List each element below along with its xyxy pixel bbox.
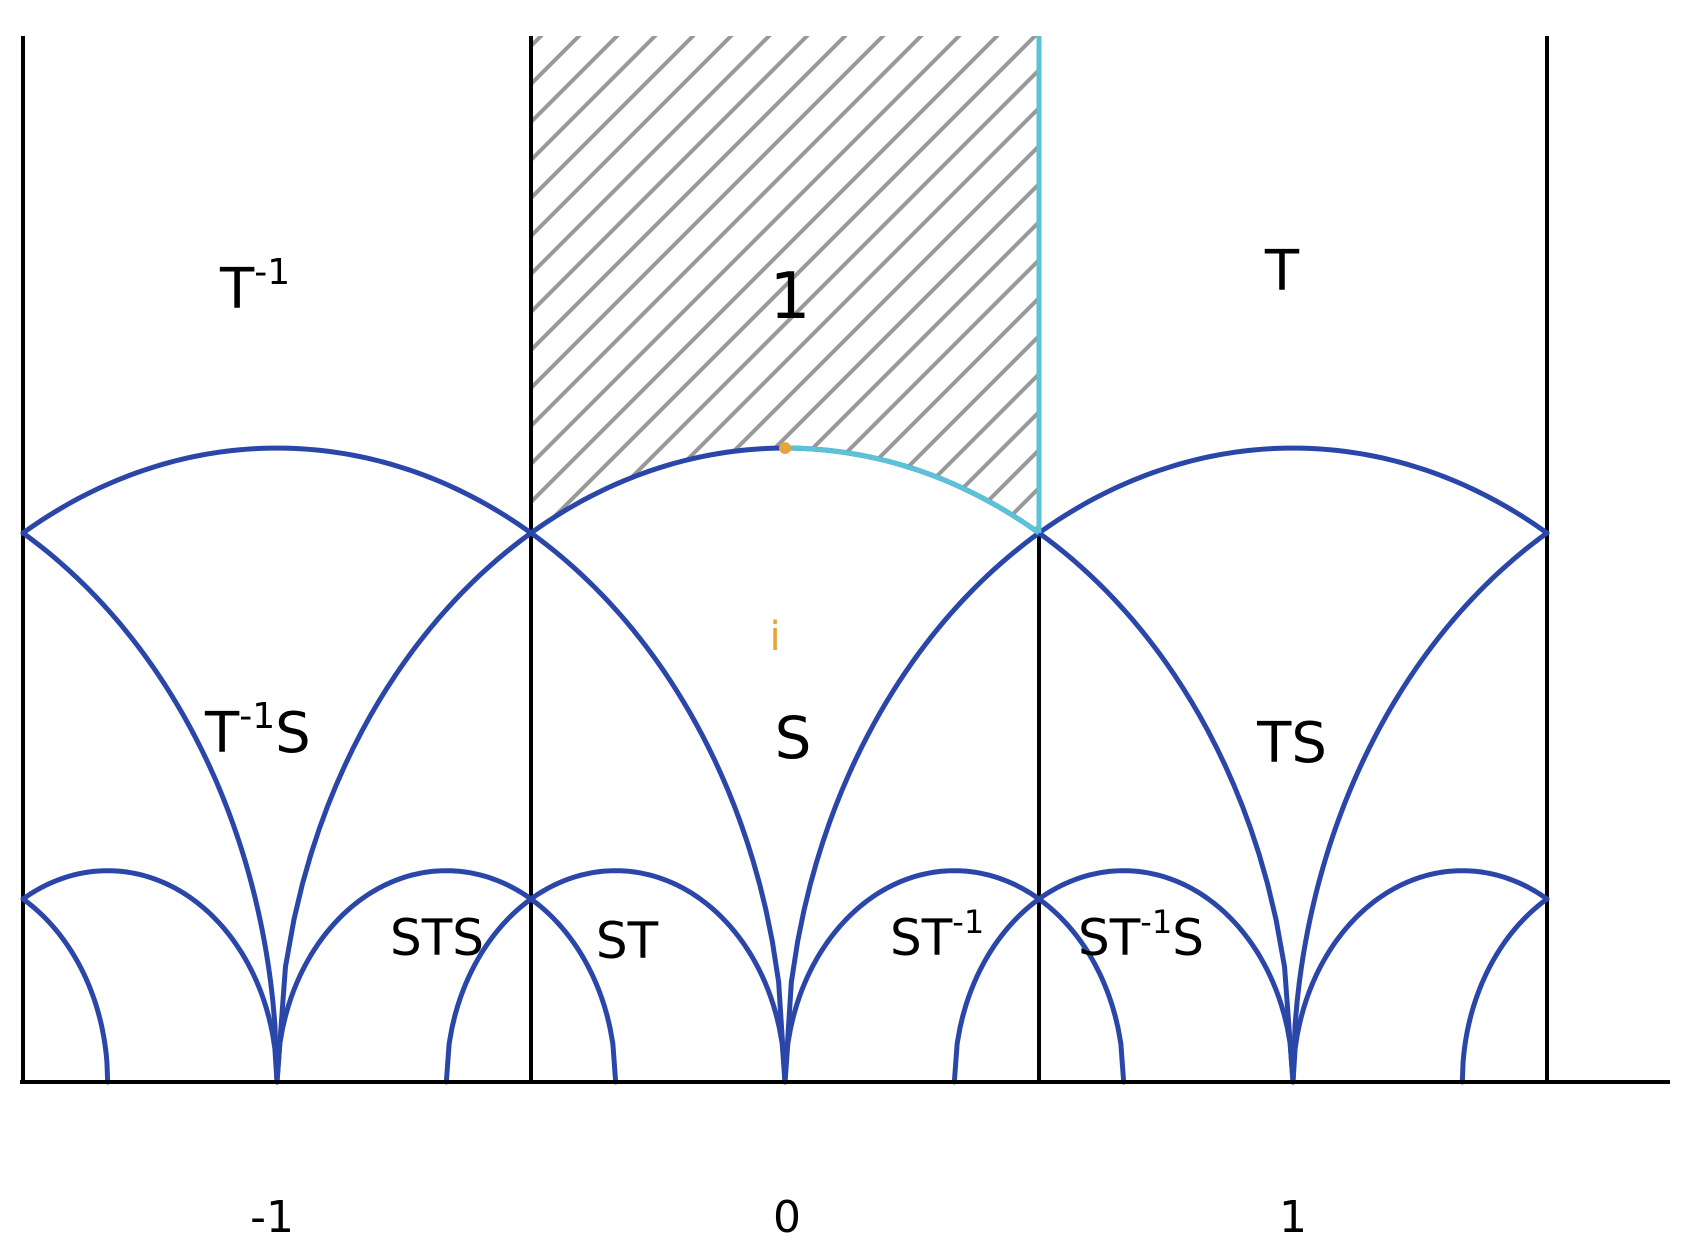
vertical-lines (21, 36, 1549, 1082)
unit-arc-4 (1290, 530, 1550, 1085)
tick-label-zero: 0 (773, 1192, 801, 1242)
small-arc-3 (443, 868, 788, 1085)
region-label-identity: 1 (770, 260, 811, 334)
region-label-t-inverse-s: T-1S (204, 696, 311, 766)
unit-arc-3 (782, 445, 1550, 1085)
region-label-st: ST (596, 912, 659, 970)
geodesic-arcs (20, 445, 1550, 1085)
tick-label-minus-one: -1 (250, 1192, 294, 1242)
small-arc-2 (274, 868, 619, 1085)
point-i (779, 442, 791, 455)
small-arc-0 (20, 896, 111, 1085)
point-i-label: i (769, 614, 780, 660)
fundamental-domain-boundary (785, 36, 1042, 536)
region-label-sts: STS (390, 909, 484, 967)
fundamental-domain-hatching (531, 36, 1039, 533)
region-label-st-inverse: ST-1 (890, 903, 984, 967)
boundary-arc-right (785, 445, 1041, 536)
region-label-t: T (1264, 239, 1300, 304)
small-arc-6 (1290, 868, 1550, 1085)
region-label-t-inverse: T-1 (219, 252, 290, 322)
region-label-s: S (775, 704, 812, 772)
small-arc-4 (782, 868, 1127, 1085)
unit-arc-0 (20, 530, 280, 1085)
region-label-st-inverse-s: ST-1S (1078, 903, 1204, 967)
unit-arc-1 (20, 445, 788, 1085)
small-arc-5 (951, 868, 1296, 1085)
region-label-ts: TS (1256, 711, 1327, 776)
small-arc-7 (1459, 896, 1550, 1085)
tick-label-one: 1 (1279, 1192, 1307, 1242)
small-arc-1 (20, 868, 280, 1085)
